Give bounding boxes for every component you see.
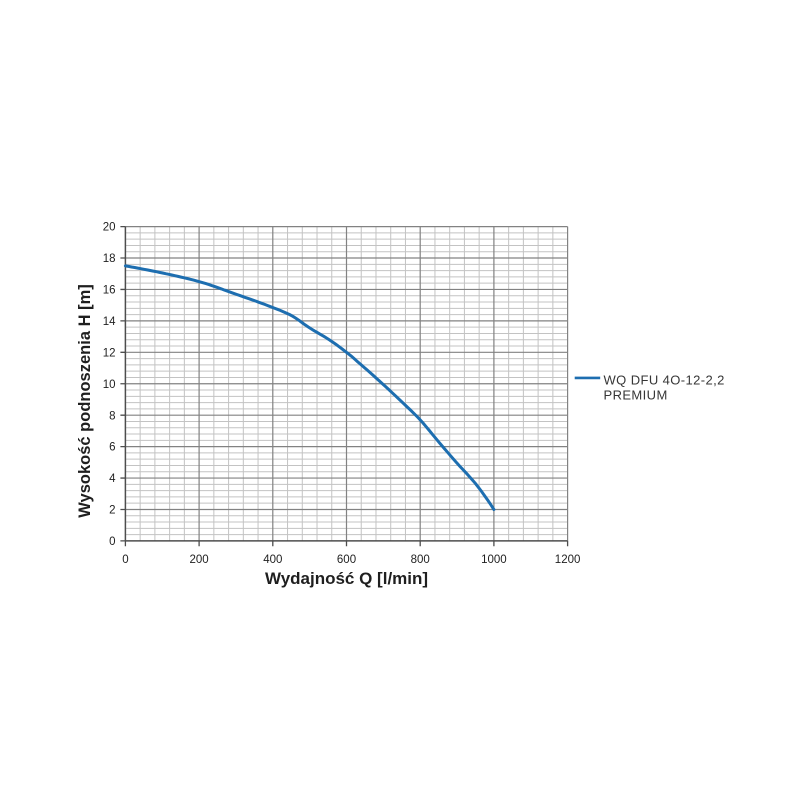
svg-text:20: 20	[103, 222, 116, 234]
svg-text:WQ DFU 4O-12-2,2: WQ DFU 4O-12-2,2	[604, 372, 725, 387]
svg-text:Wydajność Q [l/min]: Wydajność Q [l/min]	[265, 569, 428, 588]
svg-text:400: 400	[263, 554, 282, 566]
svg-text:Wysokość podnoszenia H [m]: Wysokość podnoszenia H [m]	[76, 284, 94, 517]
svg-text:0: 0	[109, 536, 115, 548]
svg-text:0: 0	[122, 554, 128, 566]
svg-text:2: 2	[109, 505, 115, 517]
svg-text:200: 200	[190, 554, 209, 566]
svg-text:14: 14	[103, 316, 116, 328]
svg-text:800: 800	[411, 554, 430, 566]
svg-text:8: 8	[109, 410, 115, 422]
svg-text:1200: 1200	[555, 554, 581, 566]
svg-text:18: 18	[103, 253, 116, 265]
svg-text:12: 12	[103, 347, 116, 359]
svg-text:PREMIUM: PREMIUM	[604, 388, 668, 403]
svg-text:6: 6	[109, 442, 115, 454]
svg-text:16: 16	[103, 285, 116, 297]
svg-text:600: 600	[337, 554, 356, 566]
svg-text:10: 10	[103, 379, 116, 391]
svg-text:1000: 1000	[481, 554, 507, 566]
svg-text:4: 4	[109, 473, 116, 485]
